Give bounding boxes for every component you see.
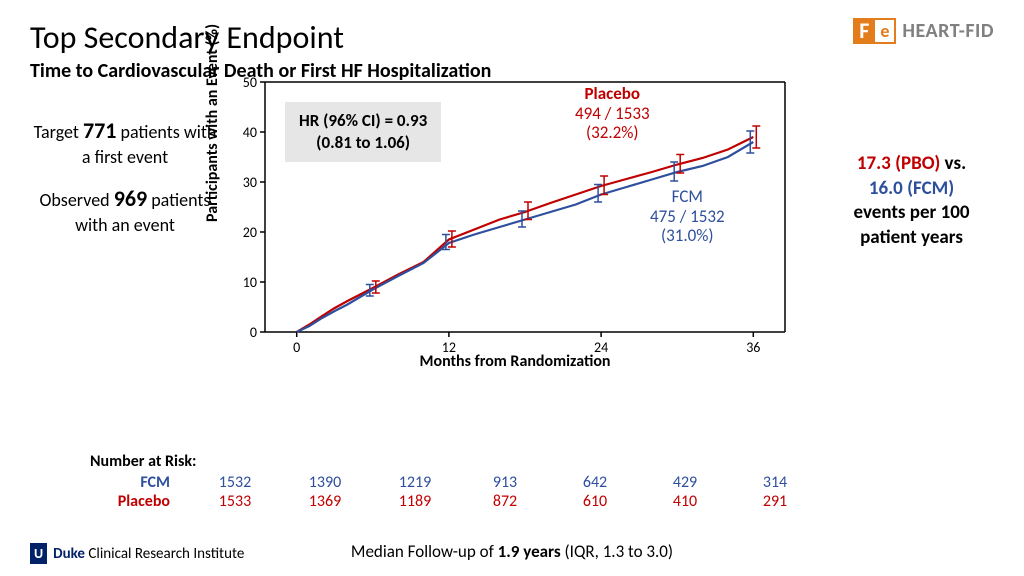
nar-cell: 913 [460, 473, 550, 492]
nar-cell: 410 [640, 492, 730, 511]
nar-cell: 1369 [280, 492, 370, 511]
heart-fid-logo: Fe HEART-FID [853, 18, 994, 44]
fe-icon: Fe [853, 18, 896, 44]
rate-pbo: 17.3 (PBO) [857, 152, 940, 175]
fcm-name: FCM [650, 187, 725, 207]
nar-cell: 314 [730, 473, 820, 492]
nar-cell: 642 [550, 473, 640, 492]
rate-vs: vs. [940, 152, 966, 175]
nar-cell: 1533 [190, 492, 280, 511]
x-axis-title: Months from Randomization [225, 352, 805, 371]
placebo-pct: (32.2%) [575, 123, 650, 143]
svg-text:30: 30 [243, 174, 257, 191]
y-axis-title: Participants with an Event (%) [203, 24, 222, 222]
svg-text:10: 10 [243, 274, 257, 291]
hr-line2: (0.81 to 1.06) [299, 132, 427, 154]
nar-fcm-row: FCM 1532 1390 1219 913 642 429 314 [90, 473, 820, 492]
nar-cell: 429 [640, 473, 730, 492]
svg-text:40: 40 [243, 124, 257, 141]
median-a: Median Follow-up of [351, 541, 498, 562]
number-at-risk: Number at Risk: FCM 1532 1390 1219 913 6… [90, 452, 850, 511]
left-summary: Target 771 patients with a first event O… [30, 117, 220, 237]
logo-text: HEART-FID [902, 19, 994, 43]
nar-fcm-label: FCM [90, 473, 190, 492]
nar-cell: 610 [550, 492, 640, 511]
target-n: 771 [83, 117, 116, 144]
nar-cell: 291 [730, 492, 820, 511]
placebo-name: Placebo [575, 84, 650, 104]
rate-fcm: 16.0 (FCM) [869, 177, 954, 200]
nar-cell: 1532 [190, 473, 280, 492]
right-summary: 17.3 (PBO) vs. 16.0 (FCM) events per 100… [829, 152, 994, 251]
nar-cell: 872 [460, 492, 550, 511]
svg-text:0: 0 [250, 324, 257, 341]
hr-box: HR (96% CI) = 0.93 (0.81 to 1.06) [285, 102, 441, 162]
rate-label: events per 100 patient years [829, 201, 994, 250]
fcm-pct: (31.0%) [650, 226, 725, 246]
median-b: 1.9 years [498, 541, 561, 562]
svg-text:50: 50 [243, 74, 257, 91]
page-title: Top Secondary Endpoint [30, 18, 994, 57]
nar-title: Number at Risk: [90, 452, 850, 471]
nar-cell: 1189 [370, 492, 460, 511]
median-text: Median Follow-up of 1.9 years (IQR, 1.3 … [0, 541, 1024, 562]
observed-label: Observed [40, 189, 114, 211]
placebo-count: 494 / 1533 [575, 104, 650, 124]
observed-n: 969 [114, 185, 147, 212]
hr-line1: HR (96% CI) = 0.93 [299, 110, 427, 132]
fcm-count: 475 / 1532 [650, 207, 725, 227]
nar-pbo-label: Placebo [90, 492, 190, 511]
nar-placebo-row: Placebo 1533 1369 1189 872 610 410 291 [90, 492, 820, 511]
svg-text:20: 20 [243, 224, 257, 241]
median-c: (IQR, 1.3 to 3.0) [561, 541, 673, 562]
nar-cell: 1390 [280, 473, 370, 492]
target-label: Target [34, 121, 83, 143]
nar-cell: 1219 [370, 473, 460, 492]
km-chart: Participants with an Event (%) 010203040… [225, 72, 805, 372]
fcm-callout: FCM 475 / 1532 (31.0%) [650, 187, 725, 246]
placebo-callout: Placebo 494 / 1533 (32.2%) [575, 84, 650, 143]
